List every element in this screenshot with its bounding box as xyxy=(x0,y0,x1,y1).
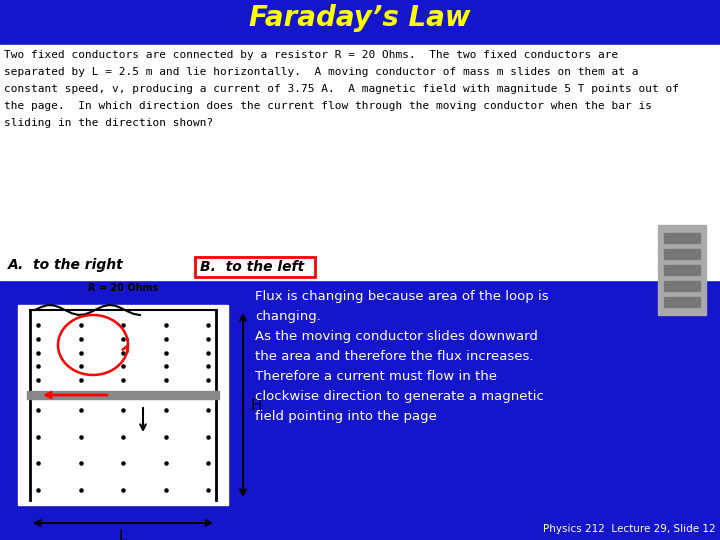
Bar xyxy=(18,305,228,505)
Text: L: L xyxy=(119,529,127,540)
Text: Therefore a current must flow in the: Therefore a current must flow in the xyxy=(255,370,497,383)
Text: A.  to the right: A. to the right xyxy=(8,258,124,272)
Text: field pointing into the page: field pointing into the page xyxy=(255,410,437,423)
Bar xyxy=(195,257,315,277)
Bar xyxy=(658,225,706,315)
Text: B.  to the left: B. to the left xyxy=(200,260,304,274)
Text: Flux is changing because area of the loop is: Flux is changing because area of the loo… xyxy=(255,290,549,303)
Bar xyxy=(664,281,700,291)
Text: Faraday’s Law: Faraday’s Law xyxy=(249,4,471,32)
Text: separated by L = 2.5 m and lie horizontally.  A moving conductor of mass m slide: separated by L = 2.5 m and lie horizonta… xyxy=(4,67,639,77)
Text: the area and therefore the flux increases.: the area and therefore the flux increase… xyxy=(255,350,534,363)
Bar xyxy=(27,391,219,399)
Text: Physics 212  Lecture 29, Slide 12: Physics 212 Lecture 29, Slide 12 xyxy=(544,524,716,534)
Text: R = 20 Ohms: R = 20 Ohms xyxy=(88,283,158,293)
Text: clockwise direction to generate a magnetic: clockwise direction to generate a magnet… xyxy=(255,390,544,403)
Bar xyxy=(0,45,720,280)
Bar xyxy=(664,249,700,259)
Text: constant speed, v, producing a current of 3.75 A.  A magnetic field with magnitu: constant speed, v, producing a current o… xyxy=(4,84,679,94)
Text: Two fixed conductors are connected by a resistor R = 20 Ohms.  The two fixed con: Two fixed conductors are connected by a … xyxy=(4,50,618,60)
Bar xyxy=(664,265,700,275)
Text: H: H xyxy=(251,397,263,413)
Text: sliding in the direction shown?: sliding in the direction shown? xyxy=(4,118,213,128)
Text: changing.: changing. xyxy=(255,310,321,323)
Text: the page.  In which direction does the current flow through the moving conductor: the page. In which direction does the cu… xyxy=(4,101,652,111)
Text: As the moving conductor slides downward: As the moving conductor slides downward xyxy=(255,330,538,343)
Bar xyxy=(664,233,700,243)
Bar xyxy=(664,297,700,307)
